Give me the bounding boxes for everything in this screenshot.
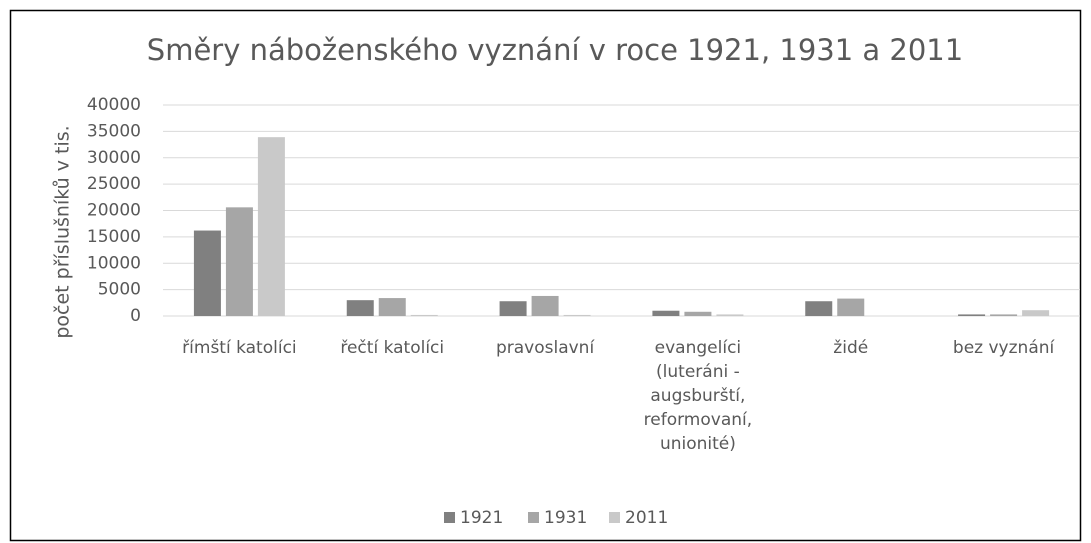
legend-label: 2011 bbox=[625, 508, 668, 528]
y-tick-label: 30000 bbox=[87, 148, 141, 168]
bar bbox=[1022, 310, 1050, 316]
bar bbox=[958, 314, 986, 316]
x-tick-label: židé bbox=[833, 338, 869, 358]
bar bbox=[990, 314, 1018, 316]
legend-swatch bbox=[444, 512, 455, 523]
legend-label: 1931 bbox=[544, 508, 587, 528]
y-tick-label: 10000 bbox=[87, 253, 141, 273]
y-tick-label: 15000 bbox=[87, 227, 141, 247]
bar bbox=[346, 300, 374, 316]
y-tick-label: 35000 bbox=[87, 121, 141, 141]
y-tick-label: 20000 bbox=[87, 201, 141, 221]
bar bbox=[499, 301, 527, 316]
legend-swatch bbox=[528, 512, 539, 523]
bar bbox=[225, 207, 253, 316]
bar bbox=[684, 311, 712, 316]
y-tick-label: 25000 bbox=[87, 174, 141, 194]
bar bbox=[410, 314, 438, 316]
bar bbox=[716, 314, 744, 316]
y-axis-label: počet příslušníků v tis. bbox=[52, 125, 74, 338]
legend-swatch bbox=[609, 512, 620, 523]
bar bbox=[563, 314, 591, 316]
chart-border bbox=[9, 9, 1082, 542]
bar bbox=[837, 298, 865, 316]
y-tick-label: 0 bbox=[130, 306, 141, 326]
chart-title: Směry náboženského vyznání v roce 1921, … bbox=[147, 33, 963, 67]
legend-label: 1921 bbox=[460, 508, 503, 528]
bar bbox=[257, 137, 285, 316]
bar bbox=[805, 301, 833, 316]
x-tick-label: evangelíci (luteráni - augsburští, refor… bbox=[643, 338, 753, 454]
bar bbox=[378, 298, 406, 316]
bar bbox=[531, 295, 559, 316]
y-tick-label: 5000 bbox=[98, 280, 141, 300]
x-tick-label: bez vyznání bbox=[952, 338, 1055, 358]
x-tick-label: pravoslavní bbox=[495, 338, 595, 358]
x-tick-label: římští katolíci bbox=[182, 338, 297, 358]
x-tick-label: řečtí katolíci bbox=[340, 338, 445, 358]
bar bbox=[193, 230, 221, 316]
y-tick-label: 40000 bbox=[87, 95, 141, 115]
bar bbox=[652, 310, 680, 316]
